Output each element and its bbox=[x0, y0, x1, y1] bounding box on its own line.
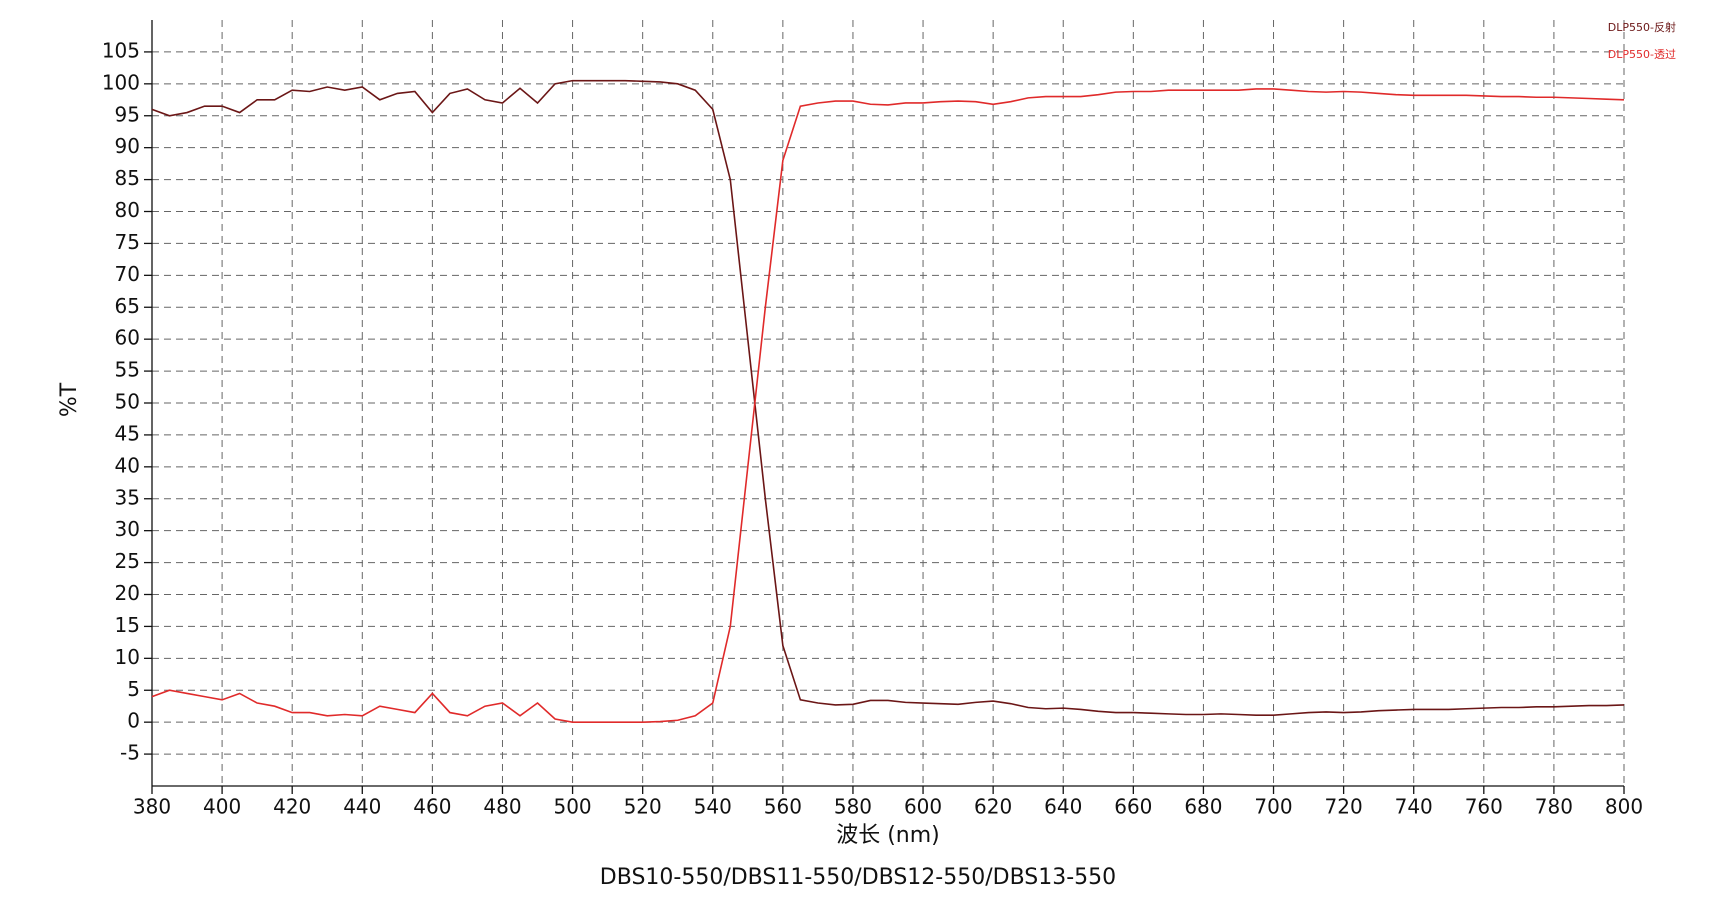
y-tick-label: 105 bbox=[102, 38, 140, 62]
x-tick-label: 560 bbox=[764, 795, 802, 819]
legend-label: DLP550-反射 bbox=[1608, 20, 1676, 34]
y-axis-label: %T bbox=[57, 382, 82, 417]
series-line bbox=[151, 79, 1625, 716]
y-tick-label: 0 bbox=[127, 709, 140, 733]
x-tick-label: 400 bbox=[203, 795, 241, 819]
y-tick-label: 90 bbox=[115, 134, 140, 158]
x-tick-label: 780 bbox=[1535, 795, 1573, 819]
y-tick-label: 75 bbox=[115, 230, 140, 254]
x-tick-label: 800 bbox=[1605, 795, 1643, 819]
x-tick-label: 620 bbox=[974, 795, 1012, 819]
y-tick-label: 45 bbox=[115, 421, 140, 445]
y-tick-label: 60 bbox=[115, 326, 140, 350]
x-tick-label: 500 bbox=[553, 795, 591, 819]
y-tick-label: -5 bbox=[120, 741, 140, 765]
x-axis-label: 波长 (nm) bbox=[836, 823, 940, 848]
x-tick-label: 580 bbox=[834, 795, 872, 819]
y-tick-label: 10 bbox=[115, 645, 140, 669]
x-tick-label: 460 bbox=[413, 795, 451, 819]
x-tick-label: 680 bbox=[1184, 795, 1222, 819]
x-tick-label: 720 bbox=[1325, 795, 1363, 819]
x-tick-label: 740 bbox=[1395, 795, 1433, 819]
y-tick-label: 55 bbox=[115, 358, 140, 382]
y-tick-label: 15 bbox=[115, 613, 140, 637]
y-tick-label: 35 bbox=[115, 485, 140, 509]
x-tick-label: 600 bbox=[904, 795, 942, 819]
chart-title: DBS10-550/DBS11-550/DBS12-550/DBS13-550 bbox=[600, 865, 1116, 890]
series-line bbox=[151, 88, 1625, 723]
x-tick-label: 700 bbox=[1254, 795, 1292, 819]
x-tick-label: 520 bbox=[624, 795, 662, 819]
y-tick-label: 95 bbox=[115, 102, 140, 126]
y-tick-label: 25 bbox=[115, 549, 140, 573]
x-tick-label: 380 bbox=[133, 795, 171, 819]
y-tick-label: 65 bbox=[115, 294, 140, 318]
x-tick-label: 540 bbox=[694, 795, 732, 819]
y-tick-label: 100 bbox=[102, 70, 140, 94]
y-tick-label: 40 bbox=[115, 453, 140, 477]
y-tick-label: 85 bbox=[115, 166, 140, 190]
x-tick-label: 660 bbox=[1114, 795, 1152, 819]
legend-label: DLP550-透过 bbox=[1608, 48, 1676, 61]
x-tick-label: 640 bbox=[1044, 795, 1082, 819]
y-tick-label: 70 bbox=[115, 262, 140, 286]
x-tick-label: 480 bbox=[483, 795, 521, 819]
y-tick-label: 5 bbox=[127, 677, 140, 701]
y-tick-label: 80 bbox=[115, 198, 140, 222]
y-tick-label: 30 bbox=[115, 517, 140, 541]
x-tick-label: 440 bbox=[343, 795, 381, 819]
x-tick-label: 760 bbox=[1465, 795, 1503, 819]
y-tick-label: 20 bbox=[115, 581, 140, 605]
y-tick-label: 50 bbox=[115, 390, 140, 414]
x-tick-label: 420 bbox=[273, 795, 311, 819]
